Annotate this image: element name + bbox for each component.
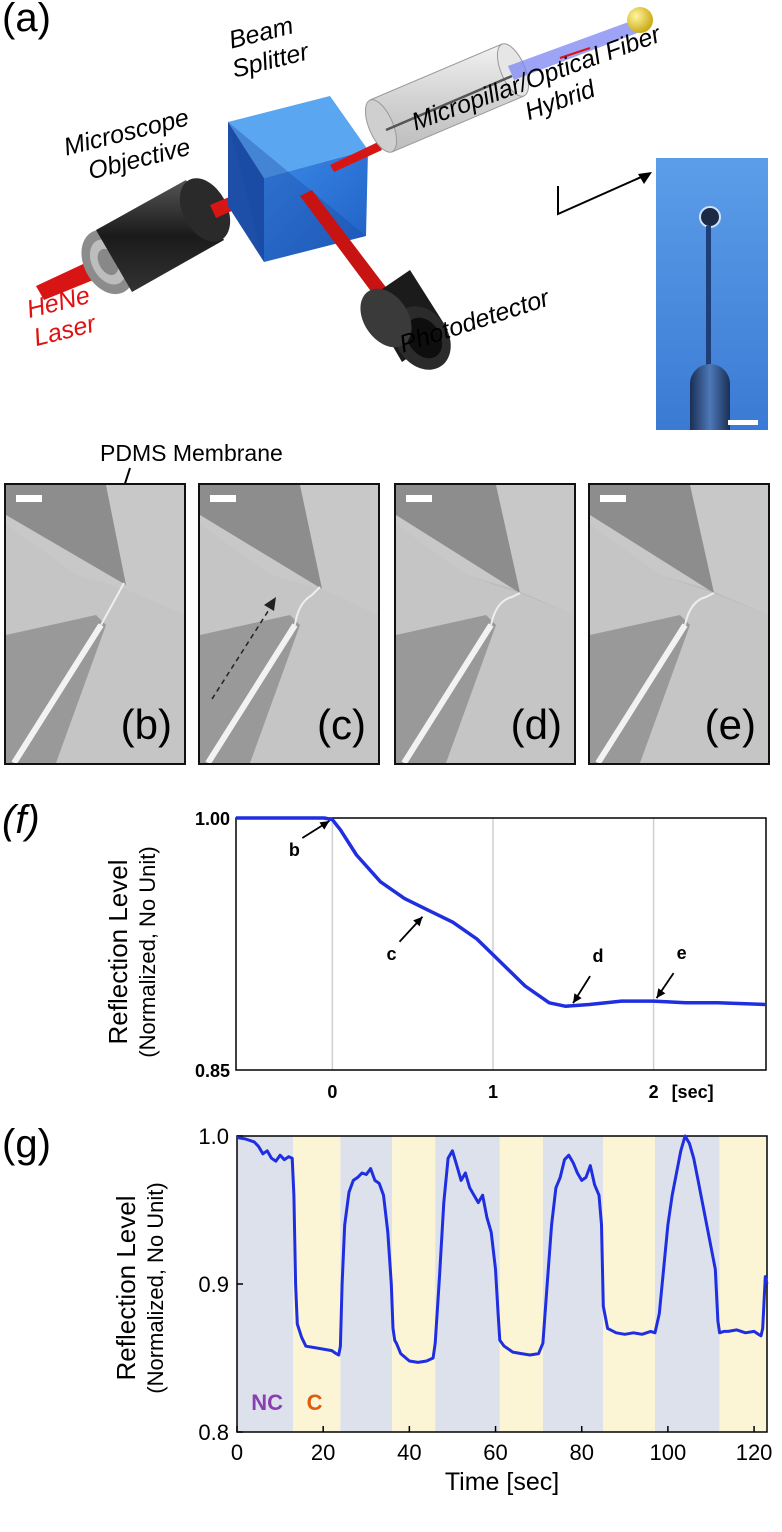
micrograph-e-label: (e) — [704, 701, 756, 748]
f-annotation-arrowhead-d — [573, 993, 582, 1004]
f-ytick-label: 1.00 — [195, 809, 230, 829]
panel-f-chart: 1.00 0.85 0 1 2 [sec] b c d e — [195, 809, 767, 1102]
micrograph-b-label: (b) — [120, 701, 172, 748]
g-xtick-label: 40 — [397, 1440, 421, 1465]
f-xtick-label: 1 — [488, 1082, 498, 1102]
g-band-nc — [340, 1136, 393, 1432]
g-ytick-label: 1.0 — [198, 1128, 229, 1149]
g-band-nc — [654, 1136, 720, 1432]
g-band-c — [603, 1136, 655, 1432]
f-annotation-b: b — [289, 840, 300, 860]
micropillar-inset-image — [656, 158, 768, 430]
f-annotation-d: d — [593, 946, 604, 966]
f-xtick-label: 0 — [327, 1082, 337, 1102]
microsphere-ball-icon — [627, 7, 653, 33]
panel-g-label: (g) — [2, 1122, 51, 1166]
microscope-objective-icon — [81, 178, 231, 295]
panel-g-chart: 0.8 0.9 1.0 0 20 40 60 80 100 120 Time [sec] NC C — [198, 1128, 773, 1496]
panel-f-label: (f) — [2, 798, 40, 842]
micrograph-d: (d) — [394, 483, 576, 765]
inset-scale-bar — [728, 420, 758, 425]
f-plot-frame — [235, 817, 767, 1071]
micrograph-c-label: (c) — [317, 701, 366, 748]
f-annotation-e: e — [677, 943, 687, 963]
g-band-c — [392, 1136, 436, 1432]
g-series-line — [236, 1134, 769, 1364]
g-xtick-label: 80 — [569, 1440, 593, 1465]
g-xtick-label: 60 — [483, 1440, 507, 1465]
panel-g-ylabel: Reflection Level (Normalized, No Unit) — [111, 1182, 168, 1394]
f-xunit-label: [sec] — [672, 1082, 714, 1102]
f-series-line — [236, 816, 767, 1008]
f-annotation-arrowhead-c — [413, 916, 423, 927]
panel-a-label: (a) — [2, 0, 51, 40]
micropillar-image — [706, 226, 711, 366]
g-xtick-label: 20 — [311, 1440, 335, 1465]
g-band-c — [293, 1136, 341, 1432]
g-band-c — [719, 1136, 767, 1432]
g-ytick-label: 0.8 — [198, 1420, 229, 1445]
f-annotation-arrowhead-b — [319, 821, 330, 830]
g-band-nc — [237, 1136, 294, 1432]
inset-pointer-arrow — [557, 172, 652, 216]
f-annotation-arrowhead-e — [656, 988, 666, 999]
micrograph-e: (e) — [588, 483, 770, 765]
g-band-label-c: C — [307, 1390, 323, 1415]
pdms-membrane-label: PDMS Membrane — [100, 440, 283, 466]
f-xtick-label: 2 — [649, 1082, 659, 1102]
g-xtick-label: 100 — [650, 1440, 687, 1465]
g-xaxis-label: Time [sec] — [445, 1468, 559, 1496]
panel-f-ylabel: Reflection Level (Normalized, No Unit) — [103, 846, 160, 1058]
g-band-c — [499, 1136, 543, 1432]
photodetector-icon — [360, 270, 451, 370]
f-annotation-c: c — [387, 944, 397, 964]
microsphere-image — [699, 206, 721, 228]
optical-setup-diagram — [36, 7, 653, 370]
g-band-label-nc: NC — [251, 1390, 283, 1415]
f-ytick-label: 0.85 — [195, 1061, 230, 1081]
g-xtick-label: 0 — [231, 1440, 243, 1465]
micrograph-d-label: (d) — [510, 701, 562, 748]
optical-fiber-image — [690, 364, 730, 430]
g-xtick-label: 120 — [736, 1440, 773, 1465]
micrograph-b: (b) — [4, 483, 186, 765]
g-ytick-label: 0.9 — [198, 1272, 229, 1297]
micrograph-c: (c) — [198, 483, 380, 765]
